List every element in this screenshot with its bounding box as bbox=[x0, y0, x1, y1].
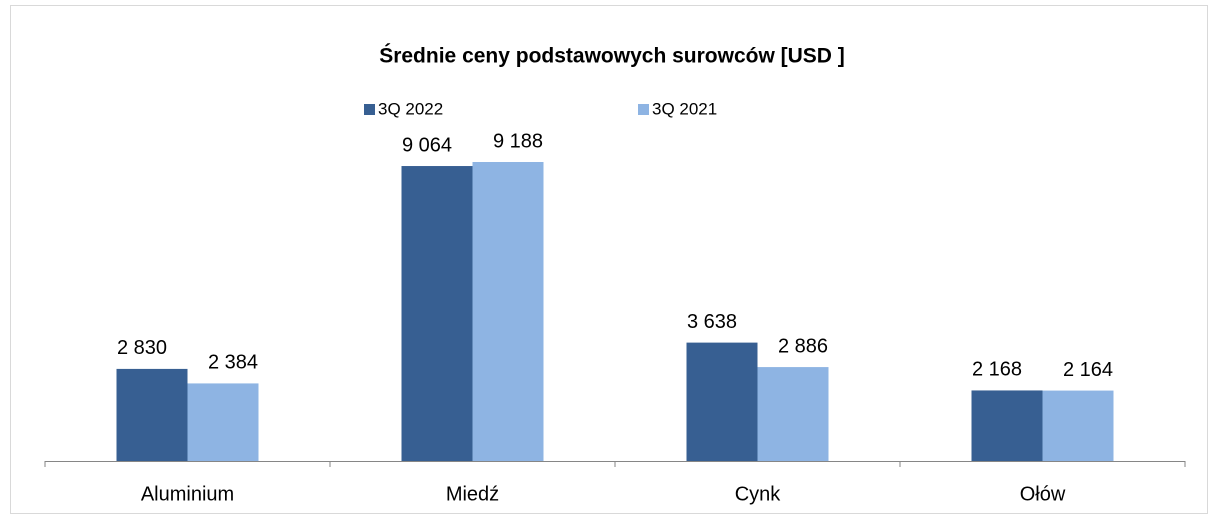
bar bbox=[187, 383, 259, 461]
bar bbox=[116, 368, 188, 461]
bar bbox=[757, 367, 829, 461]
data-label: 2 164 bbox=[1063, 359, 1113, 381]
data-label: 2 830 bbox=[117, 337, 167, 359]
x-tick-label: Miedź bbox=[446, 483, 499, 505]
chart-title: Średnie ceny podstawowych surowców [USD … bbox=[379, 44, 845, 68]
data-label: 3 638 bbox=[687, 311, 737, 333]
x-tick-label: Aluminium bbox=[141, 483, 234, 505]
data-label: 2 886 bbox=[778, 335, 828, 357]
bar bbox=[1042, 390, 1114, 461]
data-label: 9 064 bbox=[402, 134, 452, 156]
legend-swatch bbox=[364, 104, 375, 115]
bar bbox=[401, 166, 473, 461]
x-tick-label: Ołów bbox=[1020, 483, 1066, 505]
data-label: 9 188 bbox=[493, 130, 543, 152]
legend-label: 3Q 2021 bbox=[652, 99, 717, 118]
bar bbox=[472, 162, 544, 461]
data-label: 2 168 bbox=[972, 359, 1022, 381]
data-label: 2 384 bbox=[208, 352, 258, 374]
bar bbox=[971, 390, 1043, 461]
legend-label: 3Q 2022 bbox=[378, 99, 443, 118]
legend-swatch bbox=[638, 104, 649, 115]
x-tick-label: Cynk bbox=[735, 483, 782, 505]
bar bbox=[686, 342, 758, 461]
